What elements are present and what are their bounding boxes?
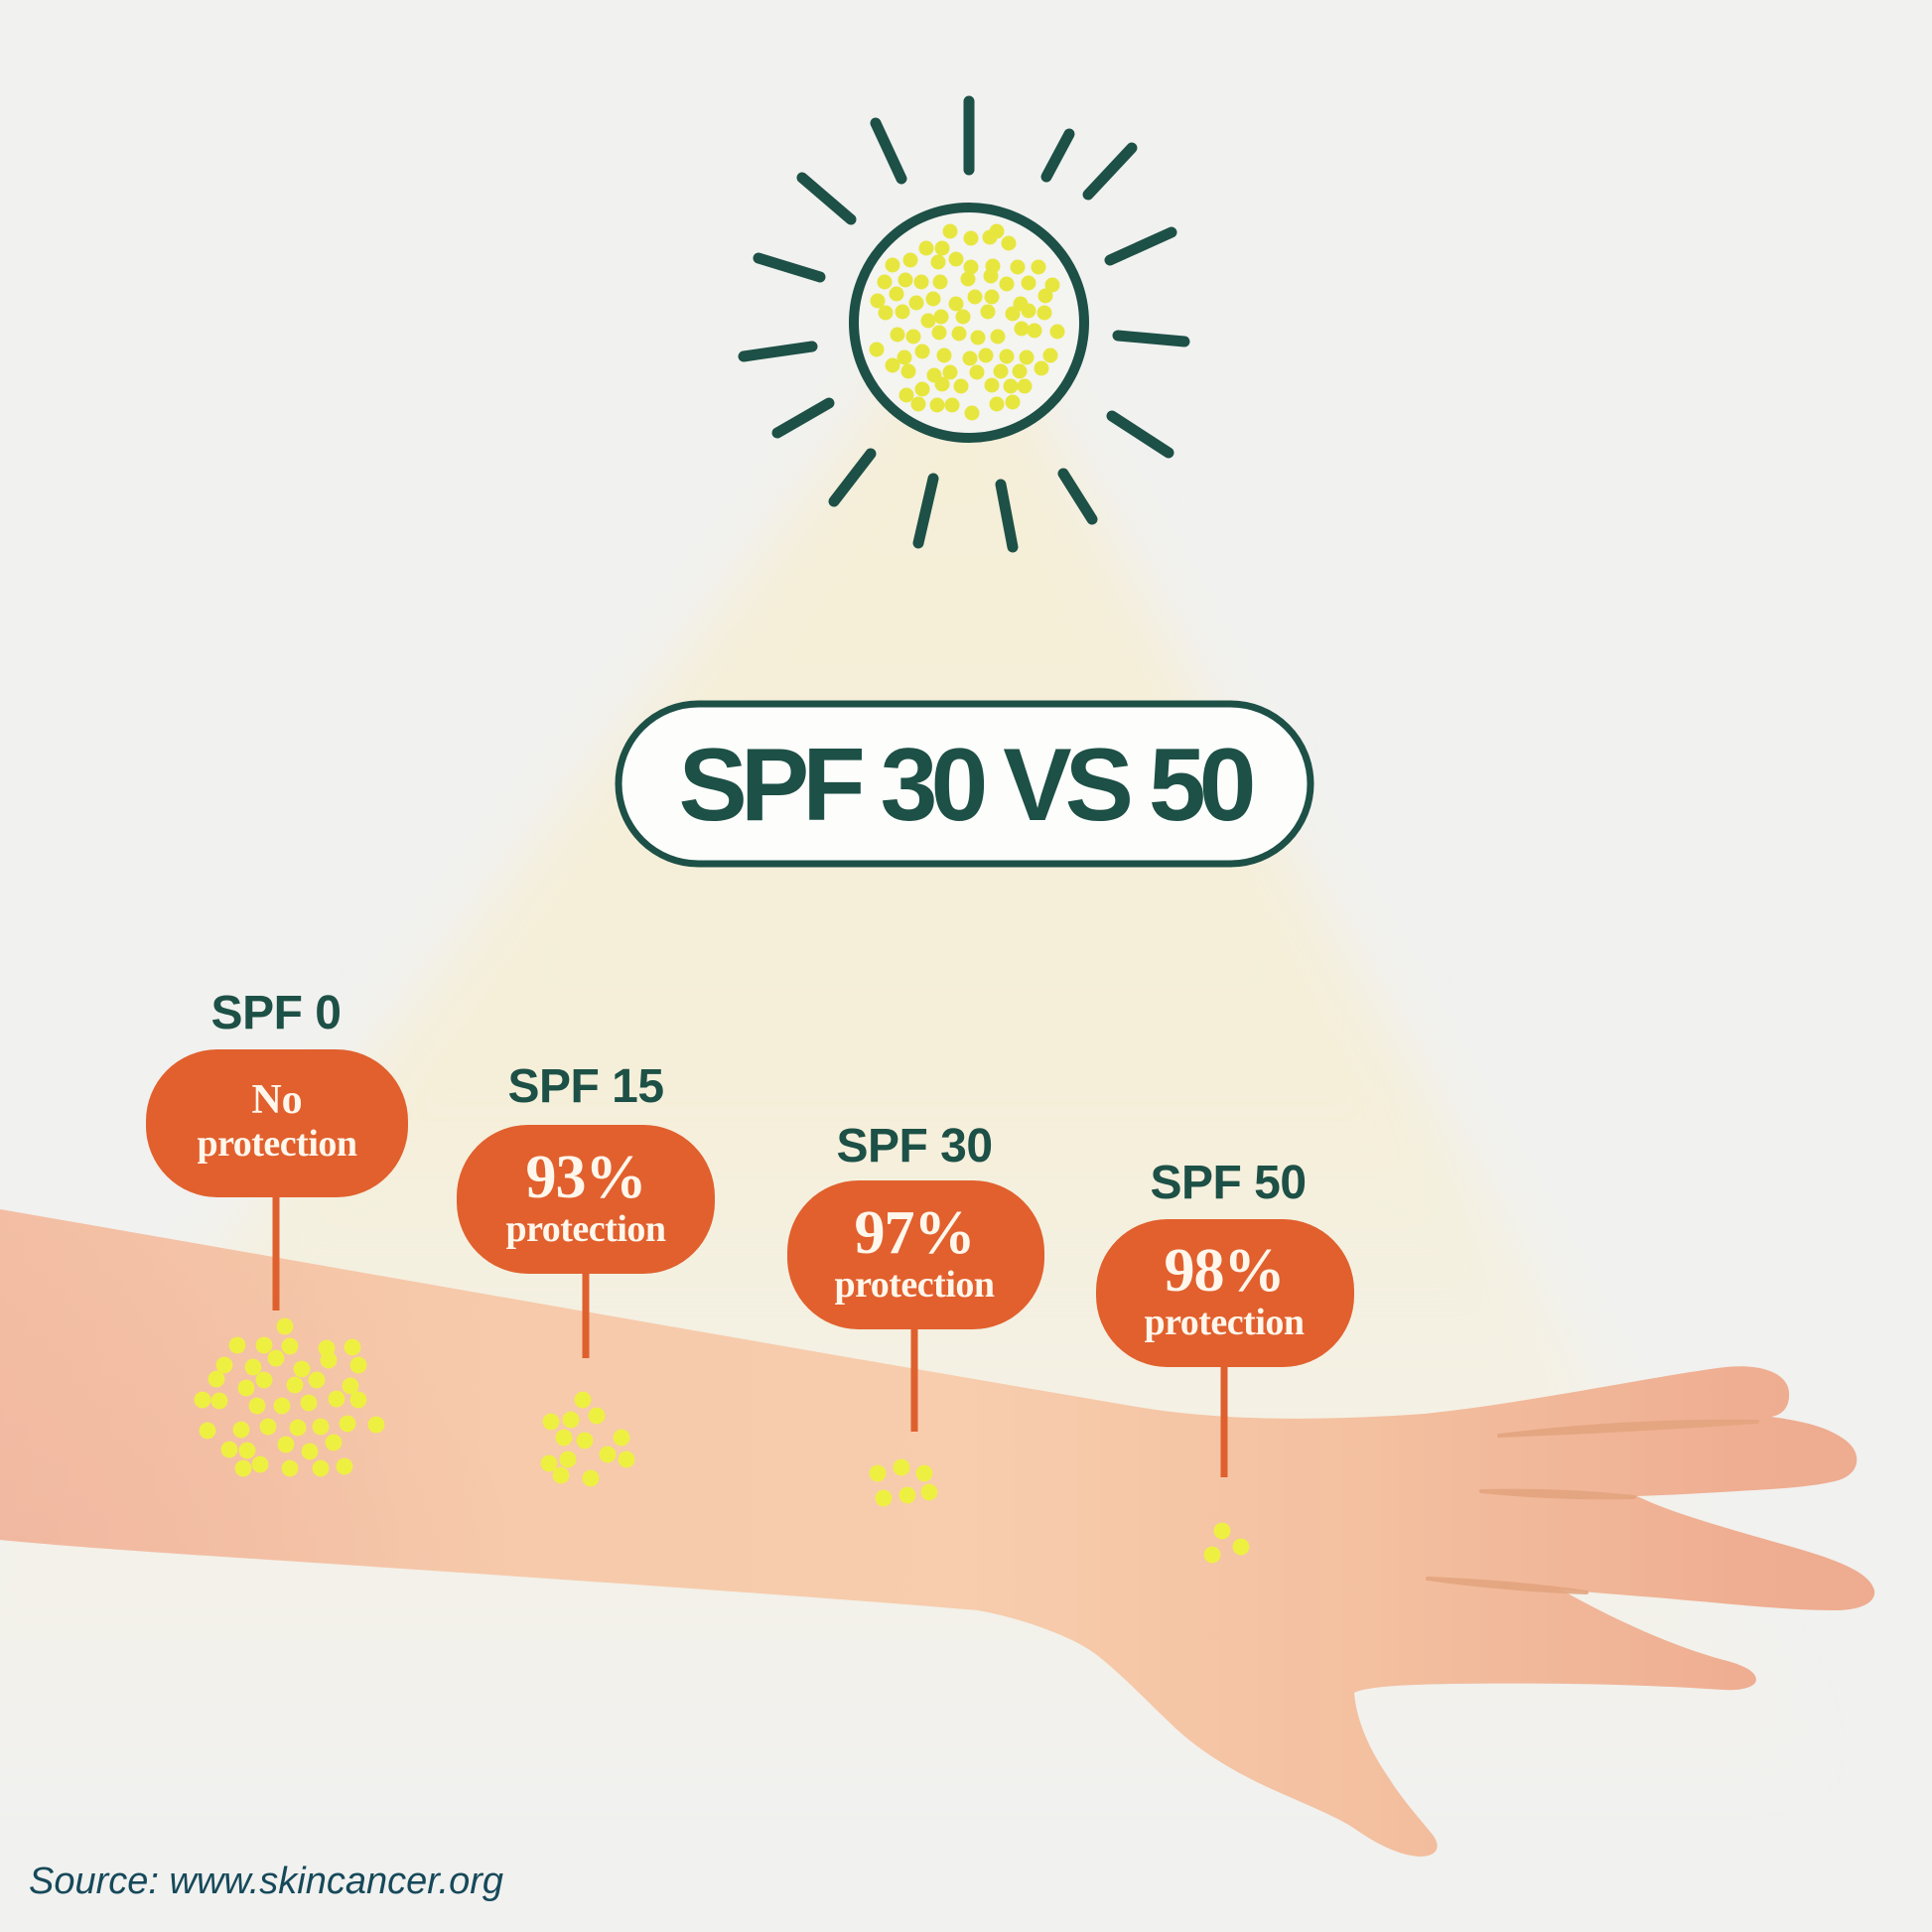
- svg-text:SPF 30 VS 50: SPF 30 VS 50: [678, 728, 1252, 843]
- svg-text:protection: protection: [834, 1264, 994, 1306]
- svg-text:97%: 97%: [855, 1199, 975, 1267]
- svg-text:SPF 50: SPF 50: [1150, 1157, 1306, 1209]
- svg-text:Source: www.skincancer.org: Source: www.skincancer.org: [29, 1861, 503, 1902]
- svg-text:SPF 15: SPF 15: [507, 1060, 663, 1113]
- svg-text:protection: protection: [505, 1208, 665, 1250]
- svg-text:protection: protection: [1144, 1302, 1304, 1343]
- svg-text:SPF 0: SPF 0: [211, 987, 342, 1039]
- svg-text:SPF 30: SPF 30: [836, 1120, 992, 1173]
- svg-text:93%: 93%: [526, 1144, 646, 1211]
- svg-text:protection: protection: [197, 1123, 356, 1165]
- svg-text:No: No: [251, 1077, 302, 1123]
- svg-text:98%: 98%: [1165, 1237, 1285, 1305]
